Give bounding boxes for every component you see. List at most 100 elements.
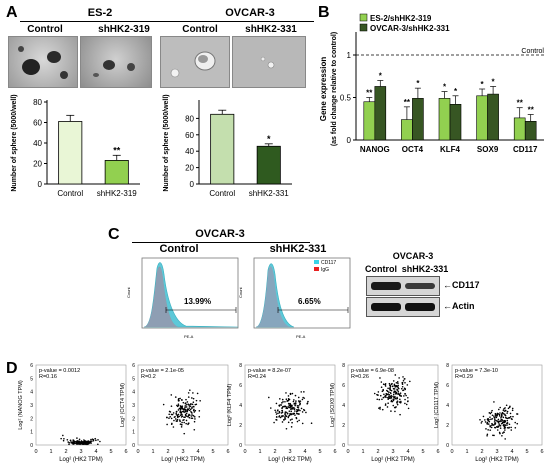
scatter-y-tick-label: 2 — [239, 423, 242, 429]
scatter-point — [404, 393, 406, 395]
scatter-point — [398, 401, 401, 403]
scatter-point — [501, 411, 504, 414]
scatter-point — [286, 399, 289, 402]
scatter-point — [294, 414, 296, 416]
scatter-point — [285, 415, 288, 418]
scatter-point — [187, 396, 190, 398]
scatter-point — [189, 389, 191, 391]
scatter-point — [76, 437, 78, 439]
scatter-point — [382, 389, 384, 392]
scatter-y-tick-label: 0 — [239, 443, 242, 449]
scatter-r-value: R=0.29 — [455, 374, 473, 380]
scatter-x-tick-label: 5 — [109, 449, 112, 455]
ovcar-header-underline — [162, 21, 314, 22]
scatter-point — [506, 410, 509, 413]
scatter-point — [502, 421, 505, 424]
scatter-x-tick-label: 4 — [196, 449, 199, 455]
scatter-point — [198, 410, 201, 412]
scatter-point — [395, 381, 398, 384]
scatter-point — [292, 412, 295, 415]
scatter-point — [178, 419, 181, 421]
gene-legend-label: ES-2/shHK2-319 — [370, 14, 432, 23]
wb-label-actin: ←Actin — [443, 301, 475, 311]
scatter-x-tick-label: 0 — [136, 449, 139, 455]
scatter-point — [285, 398, 288, 401]
scatter-x-axis-label: Log² (HK2 TPM) — [475, 457, 519, 463]
scatter-point — [168, 410, 171, 413]
scatter-point — [289, 404, 292, 406]
gene-bar — [476, 95, 488, 141]
gene-bar — [487, 93, 499, 141]
scatter-point — [391, 385, 394, 388]
chart-gene-expression: 00.51 Control***NANOG***OCT4* *KLF4* *SOX9*… — [319, 13, 544, 154]
scatter-point — [306, 402, 309, 404]
es2-y-tick-label: 80 — [33, 98, 42, 107]
scatter-point — [162, 403, 165, 406]
scatter-point — [170, 394, 173, 396]
scatter-point — [189, 408, 192, 411]
scatter-x-tick-label: 6 — [333, 449, 336, 455]
scatter-point — [182, 410, 185, 413]
scatter-point — [175, 410, 178, 413]
scatter-point — [267, 396, 270, 399]
scatter-y-axis-label: Log² (OCT4 TPM) — [120, 383, 126, 427]
scatter-point — [301, 398, 304, 401]
scatter-point — [504, 407, 506, 409]
gene-significance: * — [416, 79, 420, 88]
scatter-point — [190, 417, 193, 419]
scatter-point — [379, 377, 381, 379]
scatter-x-axis-label: Log² (HK2 TPM) — [371, 457, 415, 463]
scatter-point — [385, 394, 388, 396]
scatter-point — [402, 376, 404, 378]
scatter-point — [492, 434, 494, 437]
scatter-point — [486, 433, 489, 436]
es2-category-label: shHK2-319 — [97, 189, 138, 198]
scatter-point — [70, 441, 72, 443]
wb-col-control: Control — [365, 264, 397, 274]
scatter-point — [77, 443, 80, 445]
scatter-point — [382, 396, 385, 399]
scatter-point — [289, 419, 292, 421]
scatter-point — [95, 439, 97, 442]
scatter-point — [378, 407, 380, 409]
scatter-point — [275, 419, 278, 421]
gene-significance: * — [481, 80, 485, 89]
gene-significance: ** — [528, 106, 535, 115]
scatter-point — [275, 411, 277, 413]
scatter-x-tick-label: 2 — [480, 449, 483, 455]
scatter-x-tick-label: 2 — [376, 449, 379, 455]
scatter-point — [388, 391, 390, 393]
scatter-point — [482, 415, 485, 418]
scatter-point — [403, 378, 406, 380]
scatter-x-tick-label: 0 — [346, 449, 349, 455]
scatter-point — [66, 438, 69, 441]
scatter-point — [273, 421, 275, 424]
scatter-point — [281, 402, 283, 404]
scatter-y-axis-label: Log² (KLF4 TPM) — [227, 384, 233, 427]
scatter-point — [402, 389, 404, 392]
scatter-point — [179, 407, 181, 410]
gene-category-label: KLF4 — [440, 145, 461, 154]
scatter-point — [194, 409, 197, 412]
es2-y-tick-label: 0 — [38, 180, 43, 189]
gene-y-tick-label: 0 — [347, 136, 352, 145]
scatter-point — [487, 417, 489, 420]
scatter-point — [399, 413, 401, 416]
scatter-point — [390, 389, 393, 392]
scatter-y-tick-label: 6 — [30, 363, 33, 369]
gene-legend-label: OVCAR-3/shHK2-331 — [370, 24, 450, 33]
scatter-point — [401, 385, 404, 388]
scatter-y-tick-label: 8 — [342, 363, 345, 369]
gene-significance: * — [443, 83, 447, 92]
scatter-point — [187, 423, 189, 426]
gene-y-tick-label: 1 — [347, 51, 352, 60]
scatter-point — [389, 391, 392, 394]
scatter-point — [504, 426, 506, 428]
scatter-point — [394, 374, 397, 376]
ovcar-control-label: Control — [182, 24, 218, 35]
scatter-point — [303, 391, 305, 393]
scatter-point — [303, 397, 306, 399]
scatter-point — [287, 398, 290, 400]
scatter-point — [503, 413, 506, 415]
scatter-point — [403, 395, 405, 397]
